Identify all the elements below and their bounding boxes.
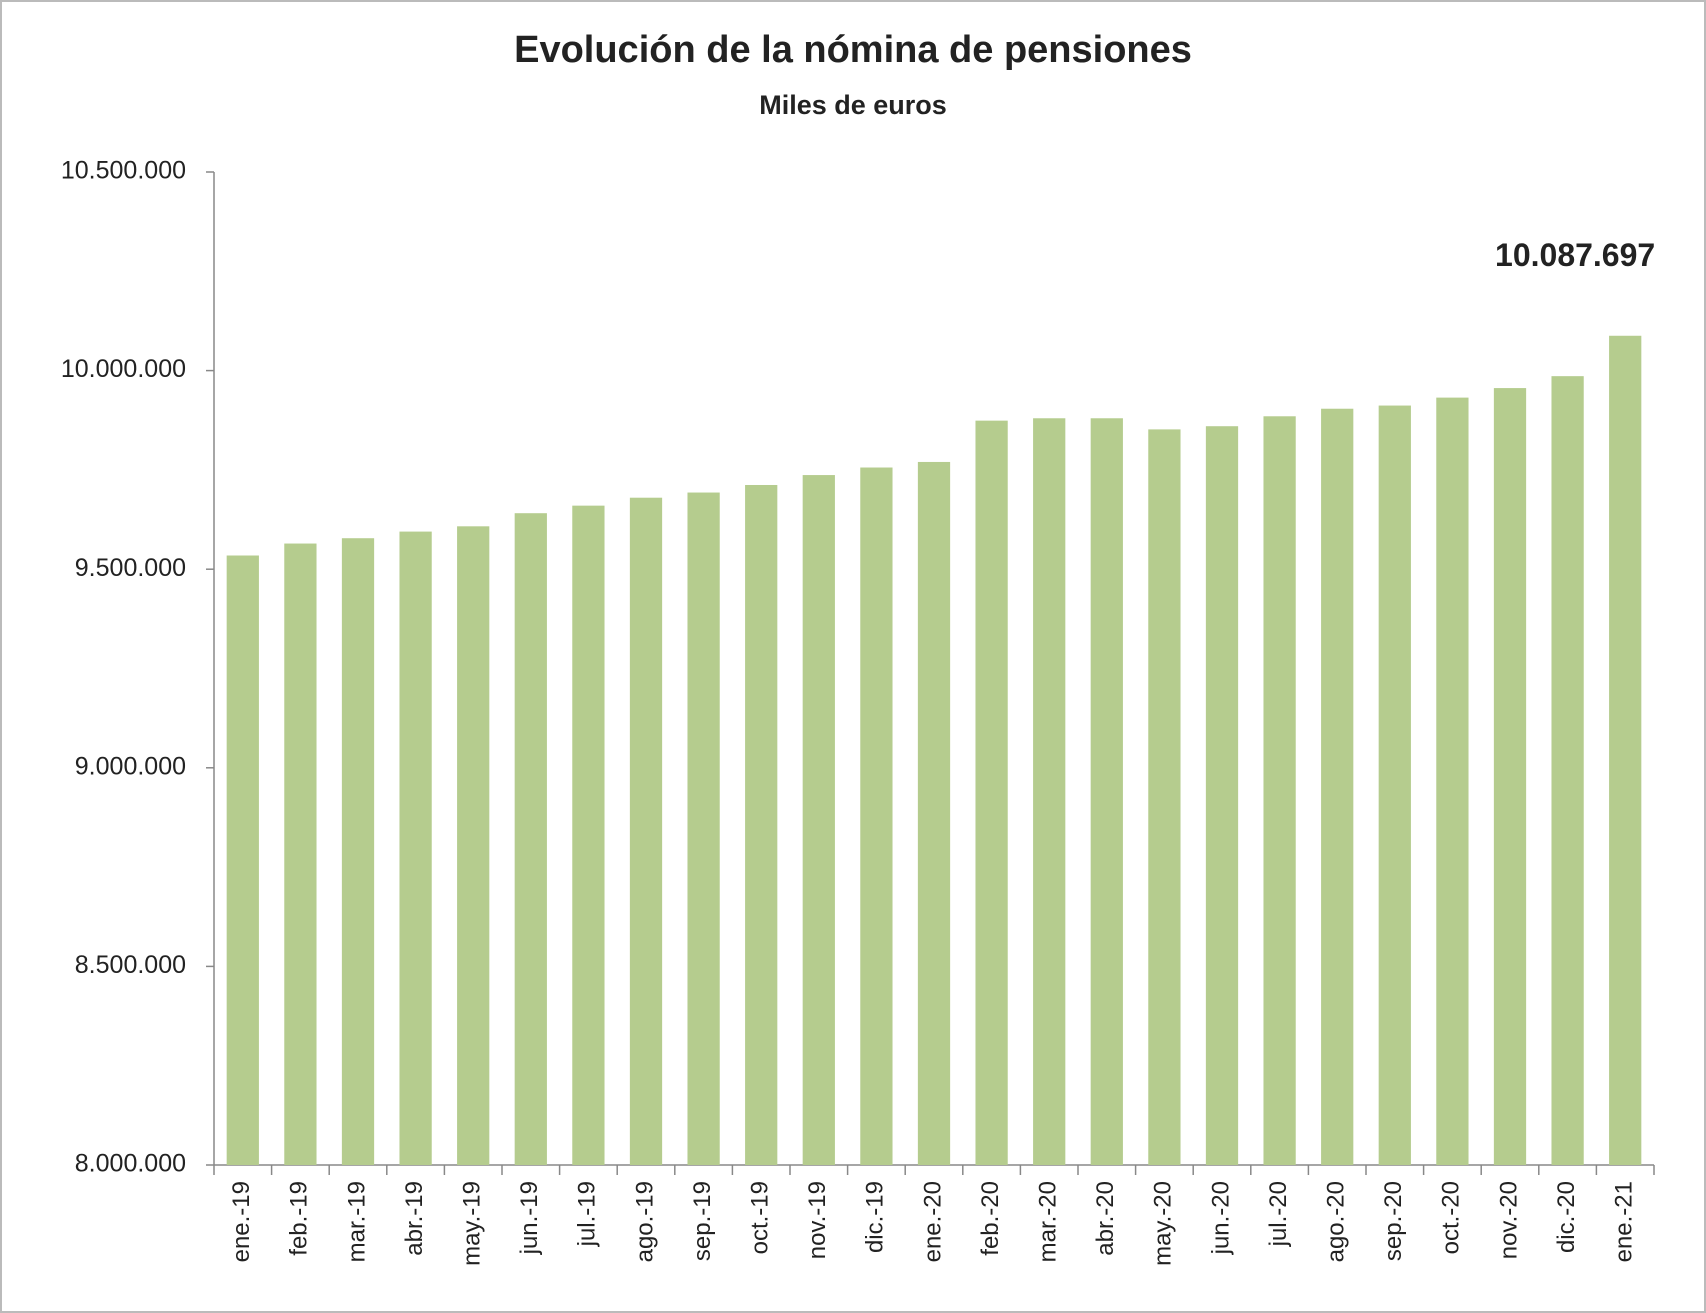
y-tick-label: 10.500.000 [61,157,186,185]
bar [860,467,893,1165]
bar [572,505,605,1165]
x-tick-label: nov.-19 [804,1181,831,1259]
x-tick-label: jun.-19 [516,1181,543,1255]
y-tick-label: 8.000.000 [75,1150,186,1178]
y-tick-label: 9.000.000 [75,752,186,780]
x-tick-label: jul.-20 [1265,1181,1292,1247]
x-tick-label: ago.-20 [1323,1181,1350,1262]
bar [1033,418,1066,1165]
x-tick-label: may.-20 [1150,1181,1177,1266]
y-tick-label: 9.500.000 [75,554,186,582]
bar [399,531,432,1165]
bar [1148,429,1181,1165]
bar [457,526,490,1165]
x-tick-label: ene.-21 [1611,1181,1638,1262]
x-tick-label: feb.-19 [286,1181,313,1256]
x-tick-label: ene.-20 [919,1181,946,1262]
x-tick-label: mar.-19 [343,1181,370,1262]
bar [802,475,835,1165]
bar [687,492,720,1165]
data-label: 10.087.697 [1495,237,1655,273]
chart-title: Evolución de la nómina de pensiones [514,29,1192,71]
bar [514,513,547,1165]
bar [1090,418,1123,1165]
x-tick-label: jul.-19 [574,1181,601,1247]
bar [917,461,951,1165]
x-tick-label: oct.-19 [747,1181,774,1254]
bar [1205,426,1239,1165]
x-tick-label: jun.-20 [1207,1181,1234,1255]
x-tick-label: abr.-20 [1092,1181,1119,1256]
x-tick-label: may.-19 [459,1181,486,1266]
bar [1263,416,1296,1165]
x-tick-label: feb.-20 [977,1181,1004,1256]
bar [1551,376,1584,1166]
x-tick-label: nov.-20 [1495,1181,1522,1259]
x-tick-label: sep.-20 [1380,1181,1407,1261]
bar [745,484,778,1165]
x-tick-label: dic.-19 [862,1181,889,1253]
bar [975,420,1008,1165]
bar [1378,405,1411,1165]
x-tick-label: abr.-19 [401,1181,428,1256]
bar [341,538,375,1165]
x-tick-label: ene.-19 [228,1181,255,1262]
y-tick-label: 10.000.000 [61,355,186,383]
bar [226,555,259,1165]
x-tick-label: ago.-19 [631,1181,658,1262]
chart-subtitle: Miles de euros [759,90,947,120]
bar [1436,397,1469,1165]
x-tick-label: dic.-20 [1553,1181,1580,1253]
bar [629,497,663,1166]
bar [284,543,317,1165]
y-tick-label: 8.500.000 [75,951,186,979]
x-tick-label: oct.-20 [1438,1181,1465,1254]
bar [1321,408,1354,1165]
x-tick-label: sep.-19 [689,1181,716,1261]
bar [1609,335,1642,1166]
bar [1493,388,1527,1166]
x-tick-label: mar.-20 [1035,1181,1062,1262]
